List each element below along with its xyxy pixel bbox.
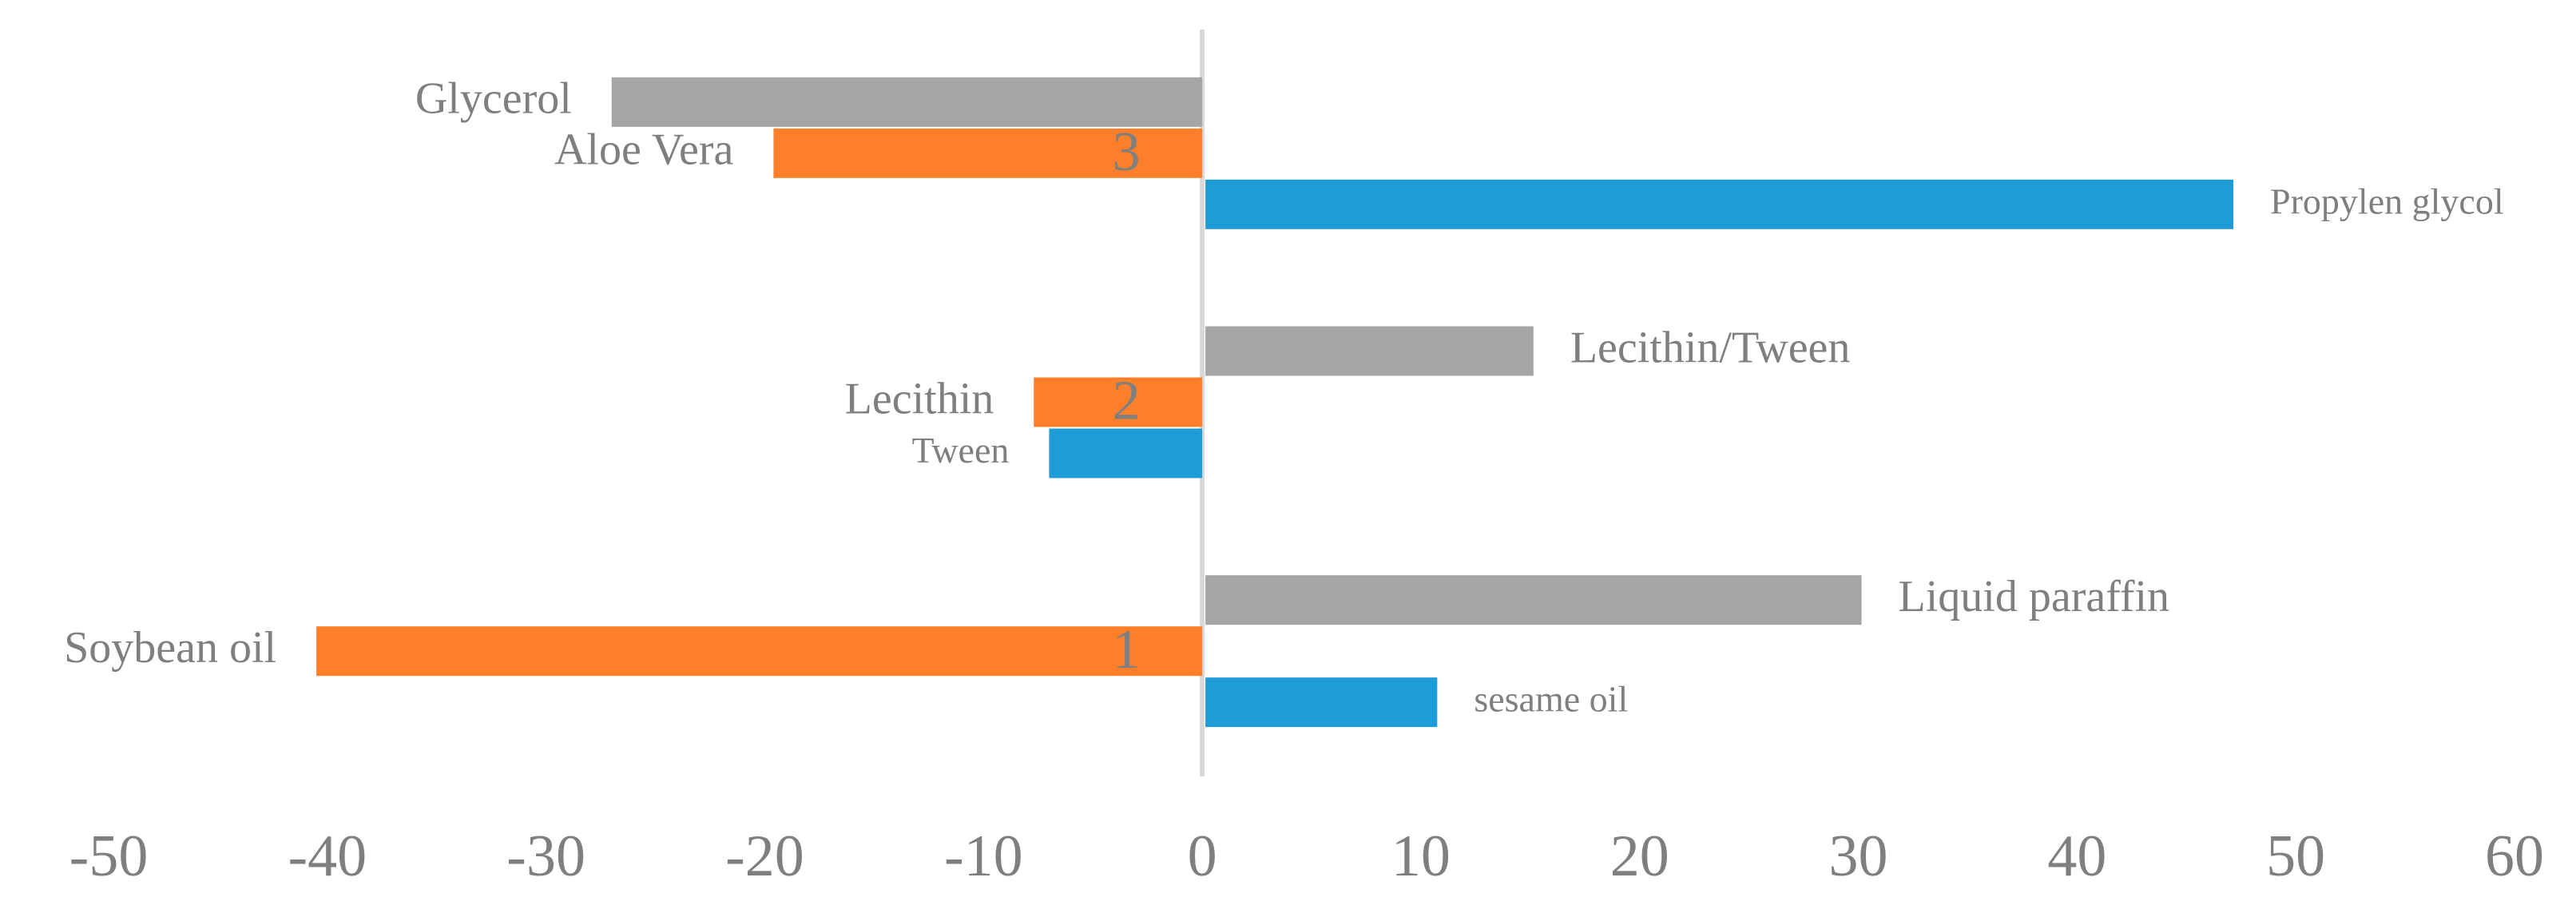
category-label: 1 (1113, 619, 1141, 681)
x-tick-label: 60 (2485, 824, 2544, 889)
x-tick-label: -30 (506, 824, 585, 889)
category-label: 2 (1113, 371, 1141, 432)
bar-label: Lecithin/Tween (1570, 323, 1851, 372)
bar (1049, 428, 1203, 478)
bar (316, 626, 1203, 677)
bar (1205, 326, 1534, 376)
bar (1205, 179, 2234, 229)
bar-label: Propylen glycol (2270, 181, 2504, 221)
x-tick-label: -20 (725, 824, 804, 889)
x-tick-label: -50 (69, 824, 149, 889)
bar-label: Liquid paraffin (1899, 572, 2170, 621)
x-tick-label: 30 (1829, 824, 1888, 889)
bar-label: Tween (911, 430, 1009, 470)
bar (611, 77, 1203, 127)
bar (773, 128, 1203, 178)
x-tick-label: -40 (288, 824, 367, 889)
bar-label: Soybean oil (64, 623, 276, 673)
x-tick-label: 10 (1391, 824, 1451, 889)
x-tick-label: -10 (944, 824, 1023, 889)
bar (1205, 575, 1862, 625)
category-label: 3 (1113, 121, 1141, 183)
bar-label: Aloe Vera (554, 125, 734, 175)
x-tick-label: 0 (1188, 824, 1217, 889)
x-tick-label: 50 (2266, 824, 2325, 889)
bar (1205, 677, 1438, 728)
bar-label: Glycerol (415, 74, 572, 124)
x-tick-label: 40 (2047, 824, 2106, 889)
bar (1034, 377, 1203, 427)
bar-label: sesame oil (1474, 679, 1628, 720)
x-tick-label: 20 (1610, 824, 1669, 889)
bar-label: Lecithin (845, 374, 994, 423)
